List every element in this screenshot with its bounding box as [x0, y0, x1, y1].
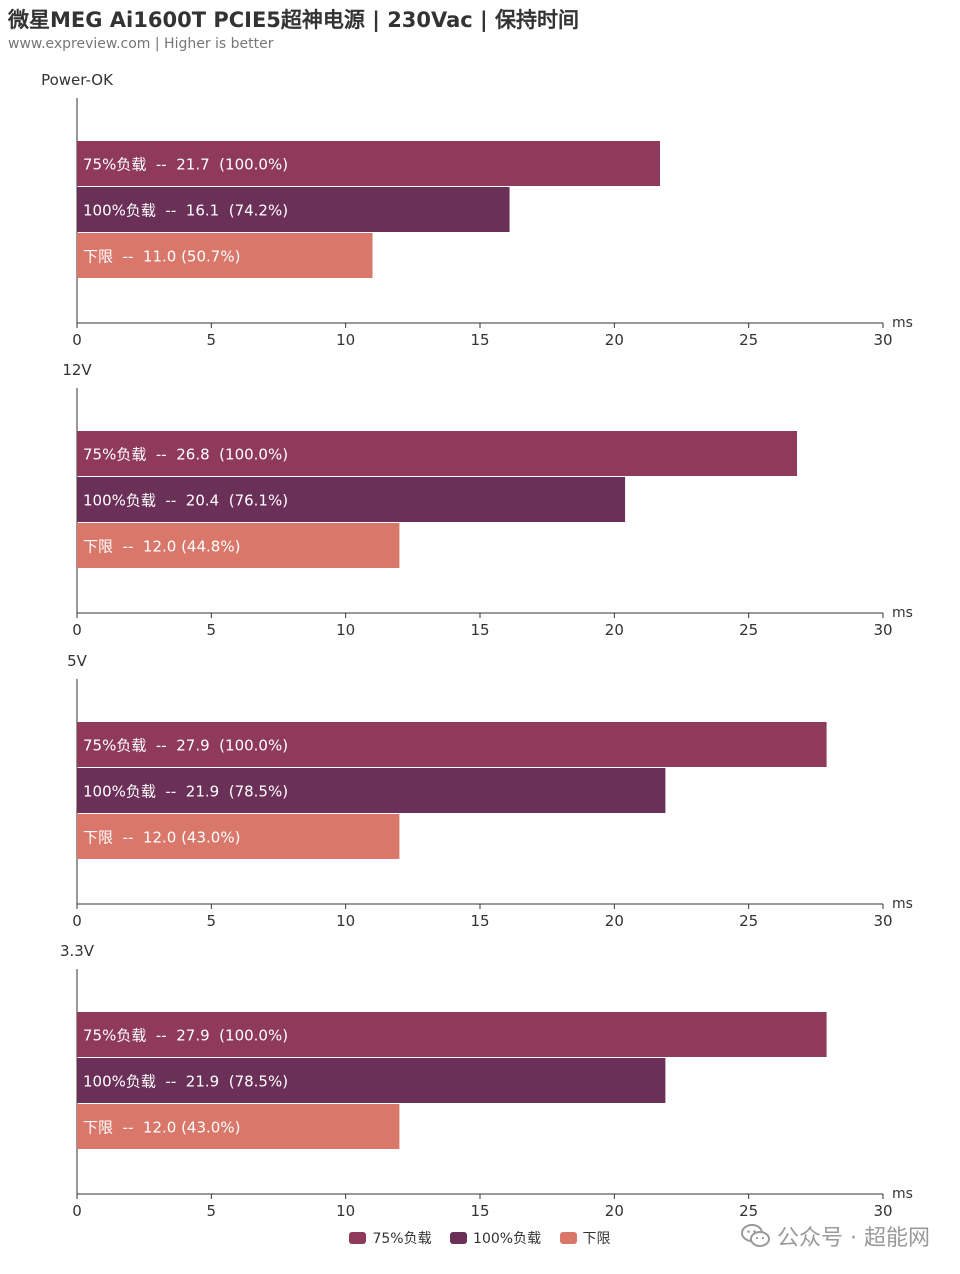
- chart2-tick-label-25: 25: [739, 621, 758, 639]
- chart3-bar-label-limit: 下限 -- 12.0 (43.0%): [83, 829, 240, 847]
- chart4-bar-label-100: 100%负载 -- 21.9 (78.5%): [83, 1073, 288, 1091]
- chart1-bar-label-75: 75%负载 -- 21.7 (100.0%): [83, 156, 288, 174]
- chart2-bar-100: [77, 477, 626, 522]
- chart3-tick-label-10: 10: [336, 912, 355, 930]
- chart3-tick-label-25: 25: [739, 912, 758, 930]
- watermark: 公众号 · 超能网: [741, 1220, 930, 1252]
- chart1-tick-label-25: 25: [739, 331, 758, 349]
- chart1-tick-label-0: 0: [72, 331, 82, 349]
- chart4-tick-label-20: 20: [605, 1202, 624, 1220]
- chart4-tick-label-30: 30: [873, 1202, 892, 1220]
- chart2-title: 12V: [62, 361, 92, 379]
- chart2-tick-label-15: 15: [470, 621, 489, 639]
- chart1-bar-100: [77, 187, 510, 232]
- chart-title: 微星MEG Ai1600T PCIE5超神电源 | 230Vac | 保持时间: [8, 8, 580, 32]
- chart3-bar-limit: [77, 814, 400, 859]
- chart1-bar-label-100: 100%负载 -- 16.1 (74.2%): [83, 202, 288, 220]
- chart1-tick-label-10: 10: [336, 331, 355, 349]
- chart1-tick-label-30: 30: [873, 331, 892, 349]
- wechat-icon: [741, 1224, 771, 1247]
- chart4-bar-label-75: 75%负载 -- 27.9 (100.0%): [83, 1027, 288, 1045]
- legend-swatch-100: [450, 1232, 468, 1244]
- chart1-title: Power-OK: [41, 71, 114, 89]
- legend-swatch-75: [349, 1232, 367, 1244]
- chart1-bar-label-limit: 下限 -- 11.0 (50.7%): [83, 248, 240, 266]
- chart3-tick-label-5: 5: [207, 912, 217, 930]
- legend-item-100[interactable]: 100%负载: [450, 1228, 541, 1248]
- legend-label-limit: 下限: [582, 1231, 611, 1247]
- chart1-tick-label-5: 5: [207, 331, 217, 349]
- chart3-bar-label-75: 75%负载 -- 27.9 (100.0%): [83, 737, 288, 755]
- chart1-bar-75: [77, 141, 661, 186]
- chart2-tick-label-20: 20: [605, 621, 624, 639]
- legend-label-100: 100%负载: [473, 1231, 542, 1247]
- chart3-tick-label-30: 30: [873, 912, 892, 930]
- legend-item-75[interactable]: 75%负载: [349, 1228, 432, 1248]
- legend: 75%负载 100%负载 下限: [0, 1228, 960, 1248]
- chart4-tick-label-15: 15: [470, 1202, 489, 1220]
- legend-swatch-limit: [559, 1232, 577, 1244]
- chart3-title: 5V: [67, 652, 88, 670]
- chart4-bar-75: [77, 1012, 827, 1057]
- chart2-tick-label-10: 10: [336, 621, 355, 639]
- chart2-x-unit: ms: [892, 605, 913, 621]
- chart3-bar-100: [77, 768, 666, 813]
- chart2-bar-label-limit: 下限 -- 12.0 (44.8%): [83, 538, 240, 556]
- chart4-tick-label-10: 10: [336, 1202, 355, 1220]
- chart4-bar-100: [77, 1058, 666, 1103]
- chart2-bar-label-100: 100%负载 -- 20.4 (76.1%): [83, 492, 288, 510]
- chart4-tick-label-5: 5: [207, 1202, 217, 1220]
- chart2-tick-label-5: 5: [207, 621, 217, 639]
- watermark-text: 公众号 · 超能网: [777, 1226, 930, 1251]
- chart2-tick-label-0: 0: [72, 621, 82, 639]
- chart3-tick-label-20: 20: [605, 912, 624, 930]
- chart3-bar-label-100: 100%负载 -- 21.9 (78.5%): [83, 783, 288, 801]
- chart2-bar-75: [77, 431, 798, 476]
- chart4-bar-limit: [77, 1104, 400, 1149]
- chart4-tick-label-0: 0: [72, 1202, 82, 1220]
- chart4-bar-label-limit: 下限 -- 12.0 (43.0%): [83, 1119, 240, 1137]
- chart1-bar-limit: [77, 233, 373, 278]
- legend-item-limit[interactable]: 下限: [559, 1228, 611, 1248]
- chart-subtitle: www.expreview.com | Higher is better: [8, 36, 274, 52]
- chart2-bar-limit: [77, 523, 400, 568]
- chart1-x-unit: ms: [892, 315, 913, 331]
- chart1-tick-label-15: 15: [470, 331, 489, 349]
- chart1-tick-label-20: 20: [605, 331, 624, 349]
- chart3-x-unit: ms: [892, 896, 913, 912]
- chart2-tick-label-30: 30: [873, 621, 892, 639]
- legend-label-75: 75%负载: [372, 1231, 432, 1247]
- chart3-tick-label-0: 0: [72, 912, 82, 930]
- chart4-x-unit: ms: [892, 1186, 913, 1202]
- chart2-bar-label-75: 75%负载 -- 26.8 (100.0%): [83, 446, 288, 464]
- chart4-tick-label-25: 25: [739, 1202, 758, 1220]
- chart3-bar-75: [77, 722, 827, 767]
- chart4-title: 3.3V: [60, 942, 95, 960]
- chart3-tick-label-15: 15: [470, 912, 489, 930]
